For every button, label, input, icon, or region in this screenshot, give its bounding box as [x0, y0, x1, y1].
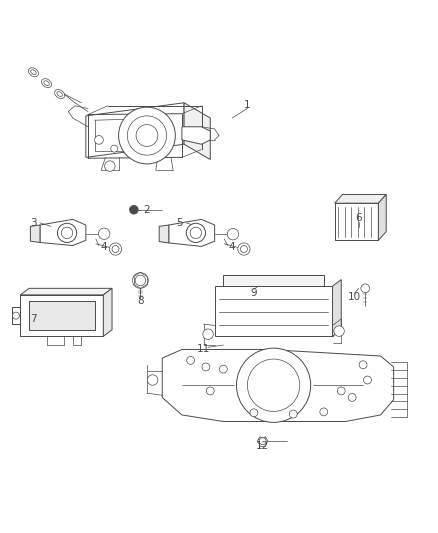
Ellipse shape	[44, 80, 49, 85]
Text: 10: 10	[348, 292, 361, 302]
Polygon shape	[12, 308, 20, 324]
Text: 4: 4	[100, 242, 106, 252]
Ellipse shape	[28, 68, 39, 77]
Polygon shape	[184, 103, 210, 159]
Circle shape	[359, 361, 367, 369]
Circle shape	[61, 227, 73, 239]
Circle shape	[364, 376, 371, 384]
Text: 3: 3	[30, 218, 37, 228]
Text: 7: 7	[30, 314, 37, 324]
Polygon shape	[40, 220, 86, 246]
Ellipse shape	[57, 92, 62, 96]
Circle shape	[135, 275, 146, 286]
Polygon shape	[215, 286, 332, 336]
Ellipse shape	[55, 90, 65, 99]
Circle shape	[227, 229, 239, 240]
Circle shape	[247, 359, 300, 411]
Circle shape	[148, 375, 158, 385]
Circle shape	[219, 365, 227, 373]
Circle shape	[361, 284, 370, 293]
Circle shape	[337, 387, 345, 395]
Text: 4: 4	[229, 242, 235, 252]
Polygon shape	[169, 220, 215, 246]
Text: 9: 9	[251, 288, 257, 298]
Circle shape	[119, 107, 175, 164]
Circle shape	[127, 116, 166, 155]
Circle shape	[99, 228, 110, 239]
Circle shape	[112, 246, 119, 253]
Polygon shape	[86, 103, 184, 157]
Circle shape	[95, 135, 103, 144]
Polygon shape	[182, 127, 210, 144]
Circle shape	[320, 408, 328, 416]
Circle shape	[238, 243, 250, 255]
Text: 11: 11	[197, 344, 210, 354]
Ellipse shape	[42, 79, 52, 87]
Polygon shape	[20, 295, 103, 336]
Circle shape	[190, 227, 201, 239]
Polygon shape	[159, 225, 169, 243]
Circle shape	[110, 243, 122, 255]
Circle shape	[57, 223, 77, 243]
Polygon shape	[162, 350, 394, 422]
Circle shape	[240, 246, 247, 253]
Text: 5: 5	[177, 218, 183, 228]
Circle shape	[133, 272, 148, 288]
Text: 6: 6	[355, 214, 362, 223]
Polygon shape	[30, 225, 40, 243]
Circle shape	[206, 387, 214, 395]
Polygon shape	[378, 195, 386, 240]
Circle shape	[348, 393, 356, 401]
Polygon shape	[223, 275, 324, 286]
Circle shape	[334, 326, 344, 336]
Text: 8: 8	[137, 296, 144, 306]
Circle shape	[130, 205, 138, 214]
Circle shape	[136, 125, 158, 147]
Circle shape	[202, 363, 210, 371]
Polygon shape	[335, 195, 386, 203]
Polygon shape	[103, 288, 112, 336]
Circle shape	[237, 348, 311, 422]
Text: 1: 1	[244, 100, 251, 110]
Circle shape	[111, 145, 118, 152]
Circle shape	[187, 357, 194, 364]
Circle shape	[289, 410, 297, 418]
Polygon shape	[332, 280, 341, 336]
Text: 12: 12	[256, 440, 269, 450]
Circle shape	[203, 329, 213, 340]
Circle shape	[186, 223, 205, 243]
Circle shape	[12, 312, 19, 319]
Circle shape	[105, 161, 115, 171]
Text: 2: 2	[144, 205, 150, 215]
Polygon shape	[20, 288, 112, 295]
Circle shape	[259, 438, 266, 445]
Polygon shape	[335, 203, 378, 240]
Circle shape	[250, 409, 258, 417]
Ellipse shape	[31, 70, 36, 75]
Polygon shape	[29, 302, 95, 330]
